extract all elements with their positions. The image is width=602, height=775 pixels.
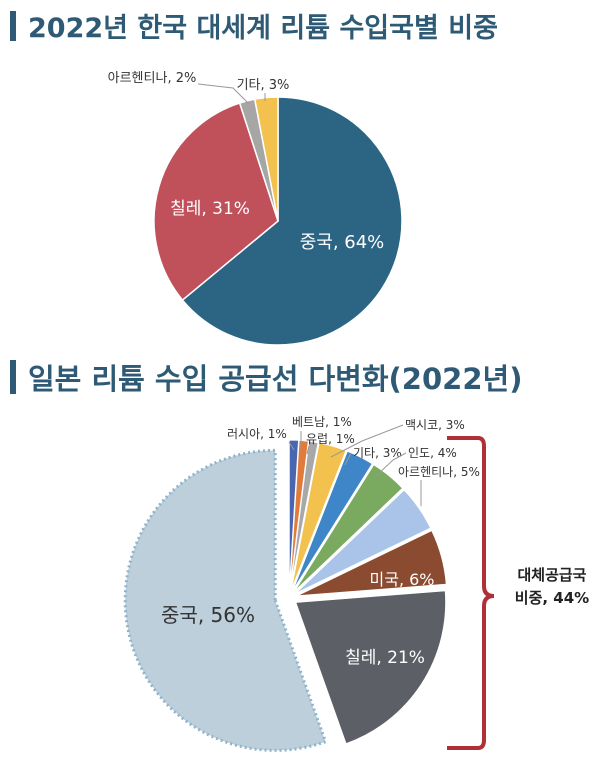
chart2-title: 일본 리튬 수입 공급선 다변화(2022년) (10, 356, 522, 398)
pie2-leader-3 (330, 424, 404, 458)
chart1-title-text: 2022년 한국 대세계 리튬 수입국별 비중 (28, 13, 498, 44)
pie1-label-3: 기타, 3% (237, 78, 290, 93)
pie2-label-3: 맥시코, 3% (405, 418, 465, 432)
pie2-slice-6 (295, 489, 432, 594)
pie2-slice-8 (295, 590, 447, 745)
pie2-slice-9 (123, 448, 328, 752)
pie2-label-1: 베트남, 1% (292, 415, 352, 429)
pie2-slice-0 (288, 439, 300, 591)
alternative-suppliers-brace: 대체공급국 비중, 44% (447, 436, 589, 750)
pie1-slice-3 (253, 96, 279, 222)
brace-shape (447, 436, 495, 750)
pie2-label-4: 기타, 3% (353, 446, 402, 460)
pie1-slice-0 (181, 96, 403, 346)
pie1-label-2: 아르헨티나, 2% (108, 71, 197, 86)
title-accent-bar (10, 10, 16, 41)
title-accent-bar (10, 360, 16, 394)
brace-label-line1: 대체공급국 (517, 566, 586, 584)
brace-label-line2: 비중, 44% (515, 589, 589, 607)
pie2-label-0: 러시아, 1% (227, 427, 287, 441)
pie2-label-6: 아르헨티나, 5% (398, 465, 480, 479)
pie2-leader-4 (344, 452, 352, 466)
chart1-title: 2022년 한국 대세계 리튬 수입국별 비중 (10, 6, 498, 45)
pie2-label-9: 중국, 56% (161, 603, 255, 627)
pie2-leader-0 (288, 441, 295, 451)
pie1-slice-1 (153, 102, 279, 302)
pie2-slice-7 (296, 529, 447, 597)
pie2-label-5: 인도, 4% (408, 446, 457, 460)
pie1-label-0: 중국, 64% (300, 232, 385, 253)
japan-pie-chart: 러시아, 1% 베트남, 1% 유럽, 1% 맥시코, 3%기타, 3% 인도, 4% 아… (123, 415, 480, 752)
pie2-slice-2 (289, 440, 319, 591)
chart2-title-text: 일본 리튬 수입 공급선 다변화(2022년) (28, 362, 523, 396)
pie1-leader-0 (197, 83, 250, 105)
pie2-leader-2 (306, 445, 310, 455)
pie2-slice-3 (290, 442, 347, 591)
korea-pie-chart: 중국, 64% 칠레, 31% 아르헨티나, 2% 기타, 3% (108, 71, 403, 346)
pie2-slice-4 (292, 450, 373, 592)
pie2-label-8: 칠레, 21% (345, 648, 425, 668)
pie2-label-2: 유럽, 1% (306, 432, 355, 446)
pie2-leader-5 (373, 452, 407, 479)
pie2-slice-5 (293, 464, 404, 593)
pie1-label-1: 칠레, 31% (170, 199, 250, 219)
pie2-label-7: 미국, 6% (370, 570, 435, 589)
pie2-slice-1 (289, 439, 309, 591)
